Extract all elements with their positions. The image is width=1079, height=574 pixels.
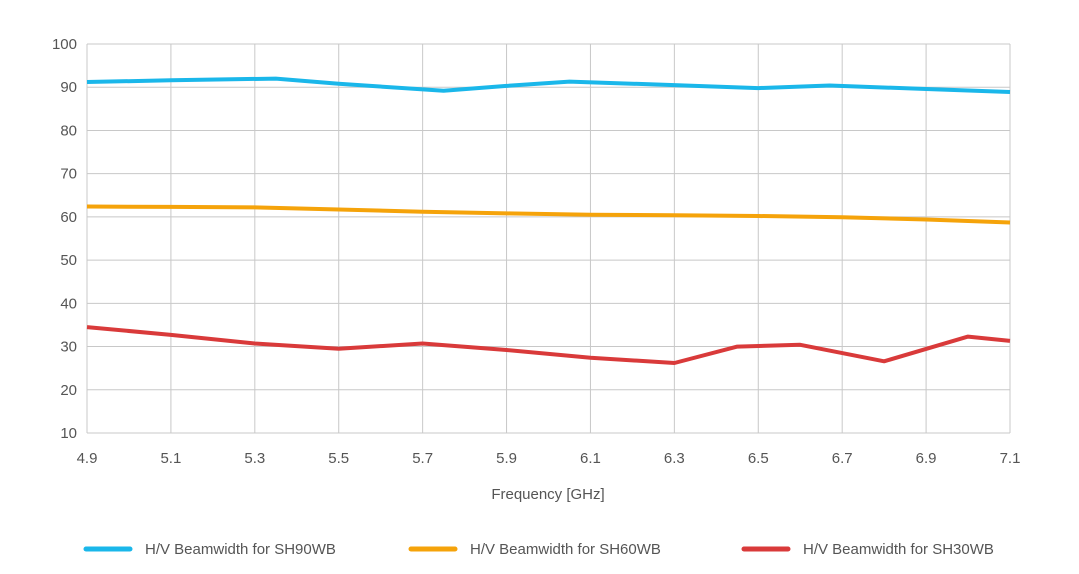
- x-tick-label: 5.3: [244, 450, 265, 467]
- y-tick-label: 40: [60, 295, 77, 312]
- x-tick-label: 5.7: [412, 450, 433, 467]
- x-tick-label: 6.7: [832, 450, 853, 467]
- grid-layer: [86, 43, 1011, 434]
- legend-label-3: H/V Beamwidth for SH30WB: [803, 541, 994, 558]
- y-tick-label: 100: [52, 36, 77, 53]
- legend-label-2: H/V Beamwidth for SH60WB: [470, 541, 661, 558]
- series-line-3: [86, 325, 1011, 365]
- x-tick-label: 7.1: [1000, 450, 1021, 467]
- y-tick-label: 10: [60, 425, 77, 442]
- x-axis-ticks: 4.9 5.1 5.3 5.5 5.7 5.9 6.1 6.3 6.5 6.7 6.9 7.1: [77, 450, 1021, 467]
- x-tick-label: 5.9: [496, 450, 517, 467]
- legend: H/V Beamwidth for SH90WB H/V Beamwidth fo…: [83, 541, 994, 558]
- x-tick-label: 6.5: [748, 450, 769, 467]
- y-tick-label: 30: [60, 339, 77, 356]
- y-tick-label: 50: [60, 252, 77, 269]
- legend-label-1: H/V Beamwidth for SH90WB: [145, 541, 336, 558]
- x-tick-label: 6.1: [580, 450, 601, 467]
- x-tick-label: 4.9: [77, 450, 98, 467]
- x-axis-title: Frequency [GHz]: [491, 486, 604, 503]
- y-tick-label: 70: [60, 166, 77, 183]
- x-tick-label: 5.1: [160, 450, 181, 467]
- y-tick-label: 90: [60, 79, 77, 96]
- y-axis-ticks: 100 90 80 70 60 50 40 30 20 10: [52, 36, 77, 442]
- y-tick-label: 60: [60, 209, 77, 226]
- x-tick-label: 6.9: [916, 450, 937, 467]
- x-tick-label: 5.5: [328, 450, 349, 467]
- series-line-2: [86, 204, 1011, 225]
- series-layer: [86, 76, 1011, 365]
- series-line-1: [86, 76, 1011, 94]
- y-tick-label: 80: [60, 122, 77, 139]
- x-tick-label: 6.3: [664, 450, 685, 467]
- y-tick-label: 20: [60, 382, 77, 399]
